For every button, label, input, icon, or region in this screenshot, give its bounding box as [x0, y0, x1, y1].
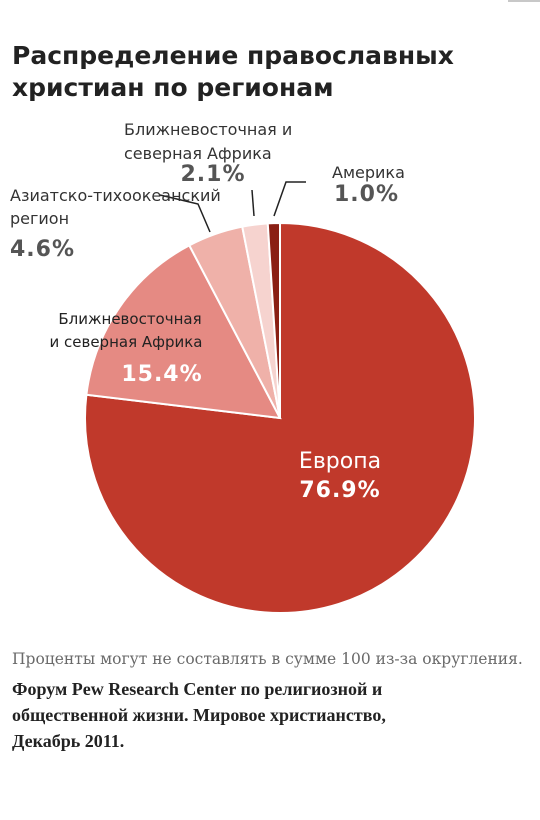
corner-rule [508, 0, 540, 20]
label-mena-large-line-2: и северная Африка [50, 333, 203, 351]
leader-line-mena-small [251, 189, 255, 217]
leader-line-asia-pacific [159, 194, 211, 233]
label-mena-large-line-1: Ближневосточная [58, 310, 201, 328]
title-line-2: христиан по регионам [12, 73, 334, 102]
chart-title: Распределение православных христиан по р… [12, 40, 512, 104]
value-mena-small: 2.1% [180, 162, 245, 187]
value-asia-pacific: 4.6% [10, 237, 75, 262]
source-line-3: Декабрь 2011. [12, 731, 125, 751]
label-asia-pacific-line-1: Азиатско-тихоокеанский [10, 186, 221, 205]
leader-line-americas [273, 181, 306, 217]
source-citation: Форум Pew Research Center по религиозной… [12, 676, 532, 754]
label-mena-small-line-1: Ближневосточная и [124, 120, 292, 139]
value-mena-large: 15.4% [121, 362, 202, 387]
source-line-2: общественной жизни. Мировое христианство… [12, 705, 386, 725]
title-line-1: Распределение православных [12, 41, 454, 70]
slice-americas [266, 221, 281, 419]
slice-mena-large [85, 244, 282, 420]
label-asia-pacific-line-2: регион [10, 209, 69, 228]
label-europe: Европа [299, 449, 381, 474]
leader-lines [159, 181, 306, 233]
pie-slices [84, 221, 476, 614]
slice-europe [84, 221, 476, 614]
source-line-1: Форум Pew Research Center по религиозной… [12, 679, 383, 699]
rounding-note: Проценты могут не составлять в сумме 100… [12, 650, 523, 668]
label-mena-small-line-2: северная Африка [124, 144, 272, 163]
value-americas: 1.0% [334, 182, 399, 207]
label-americas: Америка [332, 163, 405, 182]
pie-chart: Европа 76.9% Ближневосточная и северная … [10, 120, 476, 614]
value-europe: 76.9% [299, 478, 380, 503]
